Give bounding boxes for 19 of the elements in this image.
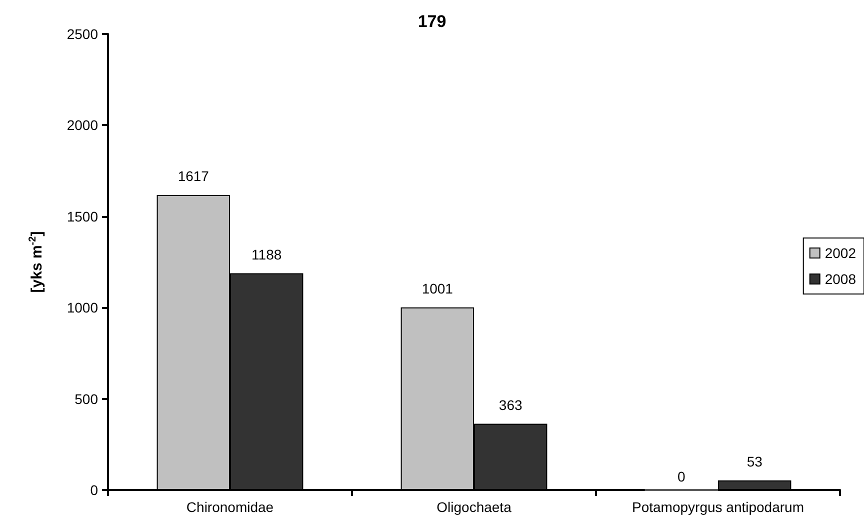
data-label: 1188 — [252, 246, 282, 262]
data-label: 363 — [498, 396, 522, 413]
y-tick-label: 2500 — [66, 26, 98, 42]
y-tick-label: 1000 — [66, 300, 98, 316]
y-tick-label: 2000 — [66, 117, 98, 134]
y-tick-label: 0 — [90, 482, 98, 498]
data-label: 1001 — [422, 280, 454, 296]
x-tick-label: Potamopyrgus antipodarum — [632, 499, 804, 515]
legend-label: 2002 — [824, 245, 856, 261]
y-tick-label: 500 — [74, 390, 98, 407]
x-tick-label: Oligochaeta — [436, 499, 512, 515]
x-tick-label: Chironomidae — [186, 499, 274, 515]
y-tick-label: 1500 — [66, 208, 98, 224]
data-label: 0 — [678, 468, 686, 484]
chart-title: 179 — [418, 12, 446, 31]
data-label: 53 — [746, 453, 763, 470]
y-axis-title: [yks m-2] — [28, 231, 46, 293]
legend-label: 2008 — [824, 271, 856, 287]
data-label: 1617 — [178, 168, 210, 184]
